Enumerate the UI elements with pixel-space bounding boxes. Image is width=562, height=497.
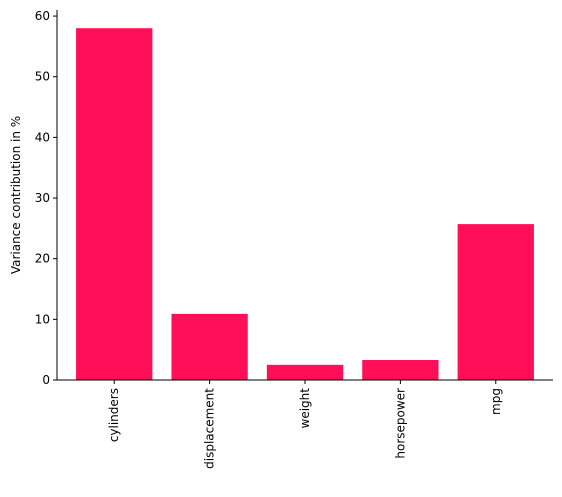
y-tick-label: 10 [35,312,50,326]
x-tick-label: cylinders [107,388,121,442]
x-tick-label: displacement [203,388,217,469]
bar [362,359,439,380]
y-tick-label: 30 [35,191,50,205]
y-tick-label: 50 [35,70,50,84]
y-tick-label: 60 [35,9,50,23]
x-tick-label: horsepower [393,388,407,459]
x-tick-label: mpg [489,388,503,415]
y-tick-label: 40 [35,130,50,144]
y-tick-label: 0 [42,373,50,387]
y-tick-label: 20 [35,252,50,266]
y-axis-label: Variance contribution in % [9,116,23,274]
bar [171,313,248,380]
bar [76,28,153,381]
bar [457,224,534,380]
bar [266,364,344,380]
x-tick-label: weight [298,388,312,429]
